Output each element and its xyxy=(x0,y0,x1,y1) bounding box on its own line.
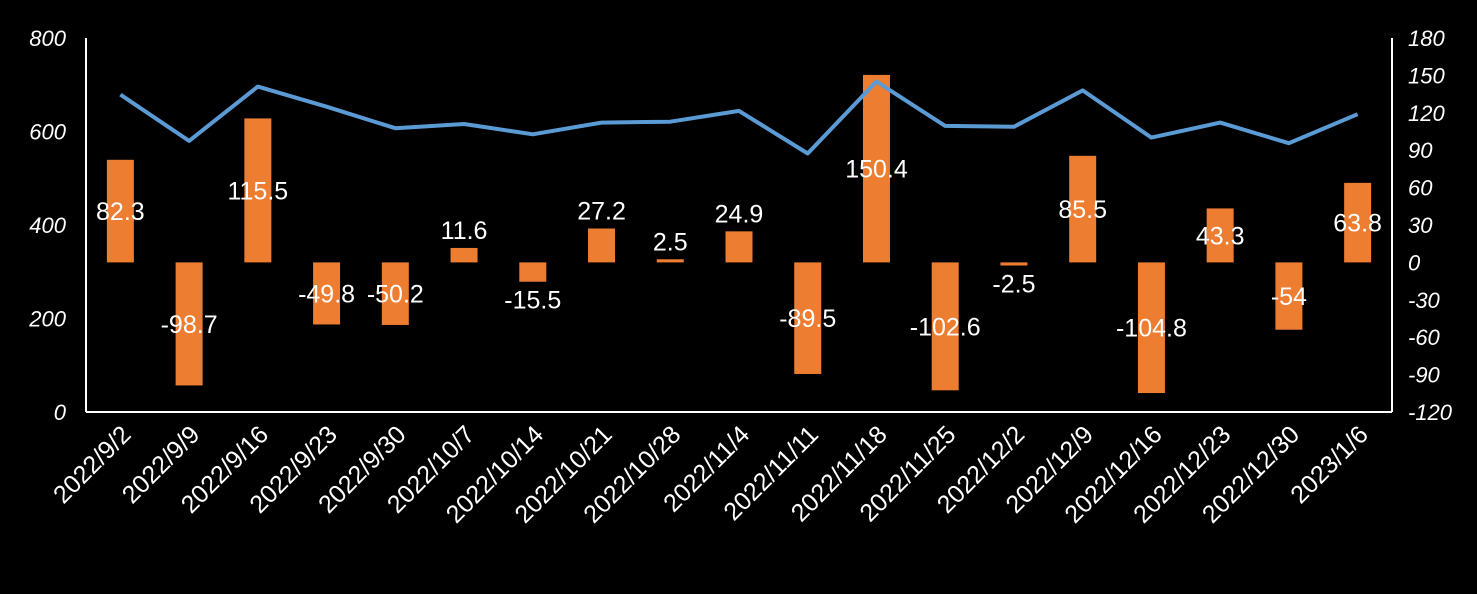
right-tick-label: 120 xyxy=(1408,101,1445,126)
bar xyxy=(1000,262,1028,266)
right-tick-label: 150 xyxy=(1408,63,1445,88)
bar xyxy=(244,118,272,263)
bar xyxy=(519,262,547,282)
bar xyxy=(1344,182,1372,263)
data-label: 82.3 xyxy=(96,198,145,226)
data-label: 150.4 xyxy=(845,156,908,184)
bar xyxy=(1206,208,1234,263)
bar xyxy=(1275,262,1303,330)
right-tick-label: 60 xyxy=(1408,176,1433,201)
left-tick-label: 200 xyxy=(28,307,66,332)
bar xyxy=(450,247,478,263)
data-label: -104.8 xyxy=(1116,315,1187,343)
data-label: -102.6 xyxy=(910,313,981,341)
data-labels: 82.3 -98.7 115.5 -49.8 -50.2 11.6 -15.5 27.2 2.5… xyxy=(96,156,1382,343)
data-label: -54 xyxy=(1271,283,1307,311)
bar xyxy=(1069,155,1097,263)
data-label: 85.5 xyxy=(1058,196,1107,224)
bar xyxy=(313,262,341,325)
left-tick-label: 600 xyxy=(29,120,66,145)
data-label: -89.5 xyxy=(779,305,836,333)
right-tick-label: 0 xyxy=(1408,250,1421,275)
bar xyxy=(381,262,409,325)
right-tick-label: 90 xyxy=(1408,138,1433,163)
axes xyxy=(85,38,1393,413)
data-label: -98.7 xyxy=(161,311,218,339)
right-tick-label: -90 xyxy=(1408,363,1441,388)
data-label: -50.2 xyxy=(367,281,424,309)
left-tick-label: 0 xyxy=(54,400,67,425)
data-label: 24.9 xyxy=(715,200,764,228)
bar-series xyxy=(106,74,1372,394)
series-line xyxy=(119,79,1359,156)
left-tick-label: 800 xyxy=(29,26,66,51)
data-label: 63.8 xyxy=(1333,210,1382,238)
data-label: 2.5 xyxy=(653,228,688,256)
right-tick-label: -60 xyxy=(1408,325,1441,350)
bar xyxy=(1137,262,1165,394)
bar xyxy=(725,231,753,263)
data-label: 27.2 xyxy=(577,197,626,225)
left-axis-ticks: 0 200 400 600 800 xyxy=(28,26,66,425)
left-tick-label: 400 xyxy=(29,213,66,238)
bar xyxy=(794,262,822,374)
bar xyxy=(931,262,959,391)
right-tick-label: 180 xyxy=(1408,26,1445,51)
right-tick-label: 30 xyxy=(1408,213,1433,238)
bar xyxy=(588,228,616,263)
right-axis-ticks: -120 -90 -60 -30 0 30 60 90 120 150 180 xyxy=(1408,26,1453,425)
data-label: 115.5 xyxy=(227,177,288,205)
bar xyxy=(656,259,684,263)
data-label: -15.5 xyxy=(504,287,561,315)
bar xyxy=(106,159,134,263)
data-label: 43.3 xyxy=(1196,222,1245,250)
line-series xyxy=(119,79,1359,156)
right-tick-label: -30 xyxy=(1408,288,1441,313)
bar xyxy=(862,74,890,263)
bar xyxy=(175,262,203,386)
data-label: 11.6 xyxy=(441,217,488,245)
right-tick-label: -120 xyxy=(1408,400,1453,425)
data-label: -49.8 xyxy=(298,280,355,308)
data-label: -2.5 xyxy=(992,271,1035,299)
